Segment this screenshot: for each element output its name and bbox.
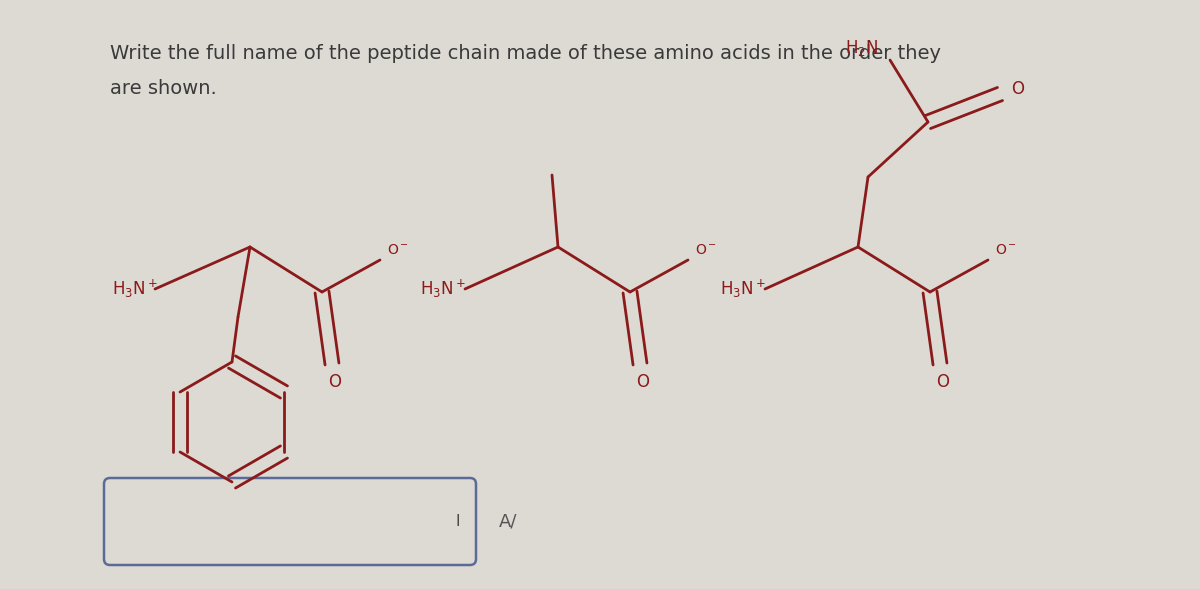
Text: $\mathregular{O}^-$: $\mathregular{O}^-$ xyxy=(695,243,718,257)
Text: Write the full name of the peptide chain made of these amino acids in the order : Write the full name of the peptide chain… xyxy=(110,44,941,63)
Text: I: I xyxy=(456,514,461,529)
Text: A/: A/ xyxy=(499,512,517,531)
Text: $\mathregular{H_3N}^+$: $\mathregular{H_3N}^+$ xyxy=(112,278,158,300)
FancyBboxPatch shape xyxy=(104,478,476,565)
Text: $\mathregular{H_2N}$: $\mathregular{H_2N}$ xyxy=(845,38,878,58)
Text: $\mathregular{O}^-$: $\mathregular{O}^-$ xyxy=(995,243,1018,257)
Text: $\mathregular{O}^-$: $\mathregular{O}^-$ xyxy=(386,243,409,257)
Text: O: O xyxy=(936,373,949,391)
Text: O: O xyxy=(1012,80,1025,98)
Text: $\mathregular{H_3N}^+$: $\mathregular{H_3N}^+$ xyxy=(420,278,466,300)
Text: $\mathregular{H_3N}^+$: $\mathregular{H_3N}^+$ xyxy=(720,278,766,300)
Text: O: O xyxy=(636,373,649,391)
Text: are shown.: are shown. xyxy=(110,79,217,98)
Text: O: O xyxy=(329,373,342,391)
